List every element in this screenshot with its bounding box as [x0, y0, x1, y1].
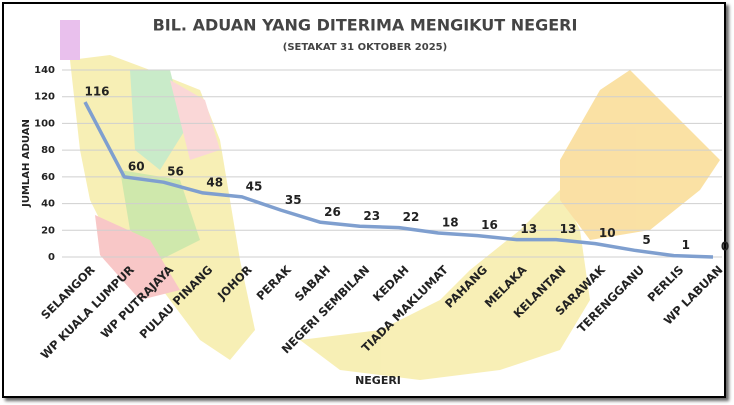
- y-axis-label: JUMLAH ADUAN: [21, 119, 32, 208]
- data-label: 26: [324, 205, 341, 219]
- data-label: 22: [403, 210, 420, 224]
- chart-title: BIL. ADUAN YANG DITERIMA MENGIKUT NEGERI: [153, 16, 578, 35]
- y-tick-label: 100: [34, 118, 55, 129]
- data-label: 45: [246, 179, 263, 193]
- y-tick-label: 40: [41, 199, 55, 210]
- chart-subtitle: (SETAKAT 31 OKTOBER 2025): [283, 42, 447, 53]
- x-axis-label: NEGERI: [355, 374, 401, 387]
- data-label: 5: [642, 233, 650, 247]
- sarawak: [300, 190, 590, 380]
- data-label: 116: [84, 85, 109, 99]
- y-tick-label: 80: [41, 145, 55, 156]
- y-tick-label: 20: [41, 225, 55, 236]
- data-label: 1: [682, 238, 690, 252]
- state-shape: [130, 70, 185, 170]
- data-label: 23: [363, 209, 380, 223]
- state-shape: [60, 20, 80, 60]
- state-shape: [170, 80, 220, 160]
- data-label: 0: [721, 240, 729, 254]
- y-tick-label: 60: [41, 172, 55, 183]
- data-line: [83, 101, 714, 259]
- sabah: [560, 70, 720, 240]
- y-tick-label: 120: [34, 92, 55, 103]
- data-label: 48: [206, 175, 223, 189]
- data-label: 18: [442, 215, 459, 229]
- data-label: 16: [481, 218, 498, 232]
- data-label: 60: [128, 159, 145, 173]
- y-tick-label: 0: [48, 252, 55, 263]
- data-label: 13: [520, 222, 537, 236]
- x-tick-label: PERAK: [254, 262, 295, 303]
- data-label: 56: [167, 165, 184, 179]
- y-tick-label: 140: [34, 65, 55, 76]
- data-label: 13: [560, 222, 577, 236]
- data-label: 35: [285, 193, 302, 207]
- data-label: 10: [599, 226, 616, 240]
